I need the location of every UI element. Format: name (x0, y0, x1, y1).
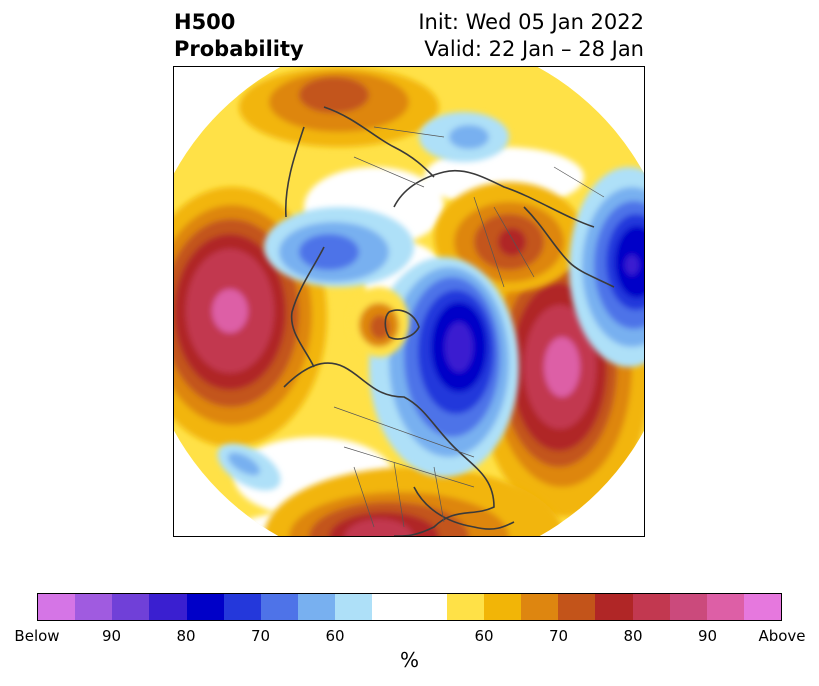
map-variable-title: H500 (174, 10, 236, 34)
colorbar-swatch (75, 594, 113, 620)
probability-colorbar (37, 593, 782, 621)
colorbar-swatch (372, 594, 410, 620)
colorbar-swatch (595, 594, 633, 620)
colorbar-swatch (38, 594, 76, 620)
colorbar-tick-label: 70 (250, 627, 271, 645)
colorbar-tick-label: 80 (176, 627, 196, 645)
siberia-low (419, 112, 509, 162)
colorbar-tick-label: 80 (623, 627, 643, 645)
north-america-low (369, 257, 519, 477)
colorbar-swatch (186, 594, 224, 620)
valid-range-label: Valid: 22 Jan – 28 Jan (424, 37, 644, 61)
map-frame (173, 66, 645, 537)
colorbar-swatch (260, 594, 299, 620)
title-block-left: H500 Probability (174, 9, 304, 63)
western-russia-low (569, 167, 644, 367)
map-product-title: Probability (174, 37, 304, 61)
colorbar-swatch (483, 594, 522, 620)
arctic-high (349, 287, 409, 357)
colorbar-unit-label: % (399, 648, 419, 672)
colorbar-tick-label: Above (758, 627, 806, 645)
colorbar-swatch (149, 594, 187, 620)
colorbar-tick-label: 70 (548, 627, 569, 645)
colorbar-swatch (409, 594, 447, 620)
colorbar-tick-labels: Below 90 80 70 60 60 70 80 90 Above (0, 627, 819, 647)
colorbar-swatch (112, 594, 150, 620)
colorbar-tick-label: 60 (325, 627, 345, 645)
alaska-low (264, 207, 414, 287)
colorbar-swatch (446, 594, 484, 620)
colorbar-tick-label: 90 (697, 627, 718, 645)
colorbar-swatch (298, 594, 336, 620)
colorbar-tick-label: 90 (101, 627, 122, 645)
colorbar-tick-label: Below (14, 627, 60, 645)
hawaii-low (217, 443, 281, 491)
title-block-right: Init: Wed 05 Jan 2022 Valid: 22 Jan – 28… (418, 9, 644, 63)
colorbar-swatch (558, 594, 596, 620)
colorbar-swatch (632, 594, 670, 620)
colorbar-swatch (706, 594, 744, 620)
colorbar-swatch (669, 594, 707, 620)
country-borders (333, 126, 605, 528)
east-asia-high (239, 67, 439, 147)
init-date-label: Init: Wed 05 Jan 2022 (418, 10, 644, 34)
probability-map (174, 67, 644, 536)
colorbar-swatch (335, 594, 373, 620)
colorbar-swatch (743, 594, 782, 620)
colorbar-tick-label: 60 (474, 627, 494, 645)
colorbar-swatch (521, 594, 559, 620)
colorbar-swatch (223, 594, 261, 620)
